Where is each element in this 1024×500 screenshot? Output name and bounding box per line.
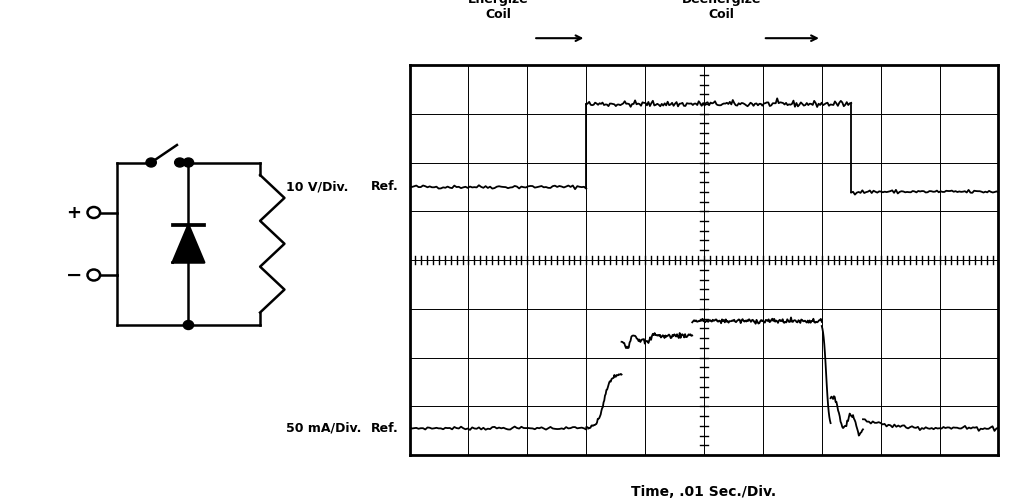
Text: Time, .01 Sec./Div.: Time, .01 Sec./Div.: [632, 484, 776, 498]
Text: −: −: [66, 266, 82, 284]
Text: Energize
Coil: Energize Coil: [468, 0, 528, 21]
Circle shape: [183, 158, 194, 167]
Text: +: +: [67, 204, 81, 222]
Text: Ref.: Ref.: [372, 422, 399, 434]
Circle shape: [183, 320, 194, 330]
Text: 10 V/Div.: 10 V/Div.: [286, 180, 348, 194]
Polygon shape: [173, 225, 204, 262]
Circle shape: [175, 158, 185, 167]
Text: Deenergize
Coil: Deenergize Coil: [682, 0, 762, 21]
Text: 50 mA/Div.: 50 mA/Div.: [286, 422, 361, 434]
Circle shape: [146, 158, 157, 167]
Text: Ref.: Ref.: [372, 180, 399, 194]
